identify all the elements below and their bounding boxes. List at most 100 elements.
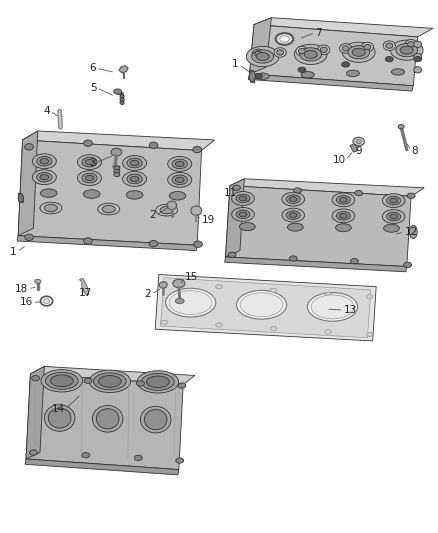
Ellipse shape [168, 157, 192, 171]
Ellipse shape [120, 95, 124, 98]
Ellipse shape [256, 53, 269, 61]
Ellipse shape [320, 47, 327, 52]
Ellipse shape [18, 193, 23, 202]
Text: 7: 7 [315, 28, 321, 38]
Ellipse shape [301, 71, 314, 78]
Ellipse shape [307, 293, 357, 321]
Ellipse shape [37, 172, 52, 182]
Ellipse shape [89, 370, 131, 392]
Text: 4: 4 [43, 106, 50, 116]
Ellipse shape [237, 290, 287, 319]
Ellipse shape [256, 73, 269, 79]
Ellipse shape [352, 49, 365, 56]
Ellipse shape [298, 67, 306, 72]
Ellipse shape [414, 67, 422, 73]
Ellipse shape [193, 147, 201, 153]
Ellipse shape [294, 44, 327, 64]
Ellipse shape [194, 241, 202, 247]
Ellipse shape [400, 46, 413, 54]
Text: 10: 10 [332, 155, 346, 165]
Text: 9: 9 [355, 146, 362, 156]
Ellipse shape [408, 42, 415, 47]
Ellipse shape [85, 175, 94, 181]
Ellipse shape [346, 70, 360, 77]
Polygon shape [250, 70, 255, 83]
Ellipse shape [356, 140, 361, 144]
Ellipse shape [249, 71, 255, 82]
Ellipse shape [339, 44, 352, 53]
Polygon shape [230, 179, 424, 196]
Ellipse shape [167, 201, 177, 209]
Ellipse shape [410, 225, 417, 239]
Ellipse shape [84, 140, 92, 147]
Ellipse shape [390, 40, 423, 60]
Text: 8: 8 [411, 146, 418, 156]
Polygon shape [18, 140, 201, 245]
Ellipse shape [300, 48, 321, 61]
Ellipse shape [123, 156, 147, 171]
Ellipse shape [137, 370, 179, 393]
Ellipse shape [404, 262, 412, 268]
Ellipse shape [355, 190, 363, 196]
Ellipse shape [98, 203, 120, 215]
Ellipse shape [382, 193, 405, 207]
Ellipse shape [407, 193, 415, 198]
Ellipse shape [254, 74, 262, 79]
Ellipse shape [155, 204, 177, 216]
Text: 15: 15 [185, 272, 198, 282]
Ellipse shape [289, 213, 297, 217]
Ellipse shape [99, 375, 121, 387]
Polygon shape [254, 18, 433, 37]
Polygon shape [18, 193, 23, 203]
Ellipse shape [130, 160, 139, 166]
Polygon shape [25, 459, 179, 475]
Text: 13: 13 [343, 305, 357, 315]
Polygon shape [160, 278, 371, 338]
Ellipse shape [348, 46, 370, 59]
Ellipse shape [390, 214, 398, 219]
Ellipse shape [127, 174, 142, 184]
Ellipse shape [276, 33, 293, 45]
Ellipse shape [339, 198, 347, 202]
Ellipse shape [239, 196, 247, 201]
Ellipse shape [286, 195, 300, 204]
Ellipse shape [336, 212, 350, 220]
Polygon shape [26, 367, 44, 459]
Polygon shape [79, 278, 89, 295]
Ellipse shape [366, 333, 373, 337]
Ellipse shape [78, 155, 102, 169]
Text: 2: 2 [145, 289, 151, 299]
Ellipse shape [240, 223, 255, 231]
Ellipse shape [383, 41, 396, 51]
Ellipse shape [25, 144, 33, 150]
Text: 5: 5 [90, 83, 97, 93]
Polygon shape [225, 257, 407, 272]
Ellipse shape [41, 369, 82, 392]
Ellipse shape [126, 191, 143, 199]
Ellipse shape [288, 223, 303, 231]
Ellipse shape [166, 288, 216, 317]
Polygon shape [26, 374, 183, 470]
Ellipse shape [233, 185, 240, 190]
Text: 16: 16 [19, 297, 32, 307]
Ellipse shape [386, 43, 393, 49]
Ellipse shape [325, 292, 332, 296]
Ellipse shape [35, 279, 41, 284]
Ellipse shape [123, 172, 147, 187]
Ellipse shape [120, 101, 124, 104]
Ellipse shape [191, 206, 202, 215]
Ellipse shape [32, 154, 57, 168]
Text: 17: 17 [78, 288, 92, 298]
Ellipse shape [82, 173, 97, 183]
Ellipse shape [311, 295, 354, 319]
Ellipse shape [298, 49, 305, 54]
Ellipse shape [83, 190, 100, 198]
Ellipse shape [342, 62, 350, 67]
Text: 1: 1 [10, 247, 17, 256]
Ellipse shape [414, 53, 422, 60]
Ellipse shape [289, 256, 297, 261]
Ellipse shape [173, 279, 185, 288]
Ellipse shape [44, 204, 57, 212]
Ellipse shape [332, 193, 355, 207]
Ellipse shape [228, 252, 236, 257]
